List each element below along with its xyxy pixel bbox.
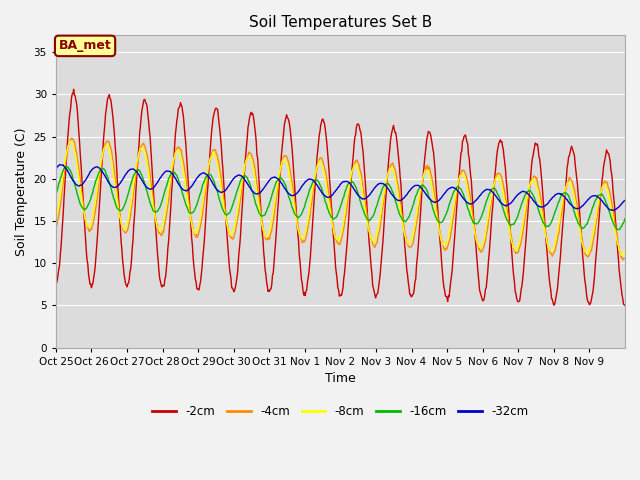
- -32cm: [120, 175, 127, 181]
- -8cm: [274, 180, 282, 186]
- -16cm: [252, 203, 260, 208]
- X-axis label: Time: Time: [325, 372, 356, 385]
- -4cm: [619, 257, 627, 263]
- -32cm: [621, 198, 629, 204]
- Line: -2cm: -2cm: [56, 89, 625, 305]
- -16cm: [274, 178, 282, 183]
- -4cm: [432, 200, 440, 206]
- -32cm: [224, 184, 232, 190]
- -16cm: [432, 214, 440, 220]
- Title: Soil Temperatures Set B: Soil Temperatures Set B: [249, 15, 432, 30]
- -8cm: [66, 138, 74, 144]
- -8cm: [400, 228, 408, 234]
- -8cm: [52, 218, 60, 224]
- -2cm: [252, 138, 260, 144]
- -2cm: [120, 264, 127, 269]
- -2cm: [274, 207, 282, 213]
- -32cm: [400, 195, 408, 201]
- -4cm: [52, 223, 60, 228]
- -32cm: [432, 199, 440, 205]
- Text: BA_met: BA_met: [59, 39, 111, 52]
- Line: -32cm: -32cm: [56, 165, 625, 210]
- Y-axis label: Soil Temperature (C): Soil Temperature (C): [15, 127, 28, 256]
- -2cm: [70, 86, 77, 92]
- -2cm: [621, 302, 629, 308]
- Line: -8cm: -8cm: [56, 141, 625, 255]
- -32cm: [52, 166, 60, 172]
- Line: -4cm: -4cm: [56, 138, 625, 260]
- -4cm: [621, 255, 629, 261]
- -8cm: [120, 225, 127, 230]
- -16cm: [224, 211, 232, 217]
- -32cm: [609, 207, 617, 213]
- -16cm: [400, 218, 408, 224]
- -2cm: [224, 246, 232, 252]
- Line: -16cm: -16cm: [56, 167, 625, 230]
- -4cm: [120, 228, 127, 233]
- Legend: -2cm, -4cm, -8cm, -16cm, -32cm: -2cm, -4cm, -8cm, -16cm, -32cm: [148, 400, 533, 423]
- -4cm: [400, 223, 408, 229]
- -4cm: [224, 225, 232, 230]
- -8cm: [621, 248, 629, 253]
- -16cm: [52, 192, 60, 198]
- -8cm: [432, 209, 440, 215]
- -8cm: [252, 186, 260, 192]
- -8cm: [224, 227, 232, 233]
- -4cm: [68, 135, 76, 141]
- -32cm: [252, 191, 260, 197]
- -16cm: [621, 216, 629, 221]
- -16cm: [62, 164, 70, 169]
- -2cm: [432, 179, 440, 185]
- -8cm: [618, 252, 625, 258]
- -2cm: [52, 279, 60, 285]
- -32cm: [274, 176, 282, 181]
- -4cm: [252, 175, 260, 180]
- -16cm: [614, 227, 622, 233]
- -32cm: [56, 162, 64, 168]
- -16cm: [120, 204, 127, 210]
- -2cm: [400, 228, 408, 233]
- -4cm: [274, 186, 282, 192]
